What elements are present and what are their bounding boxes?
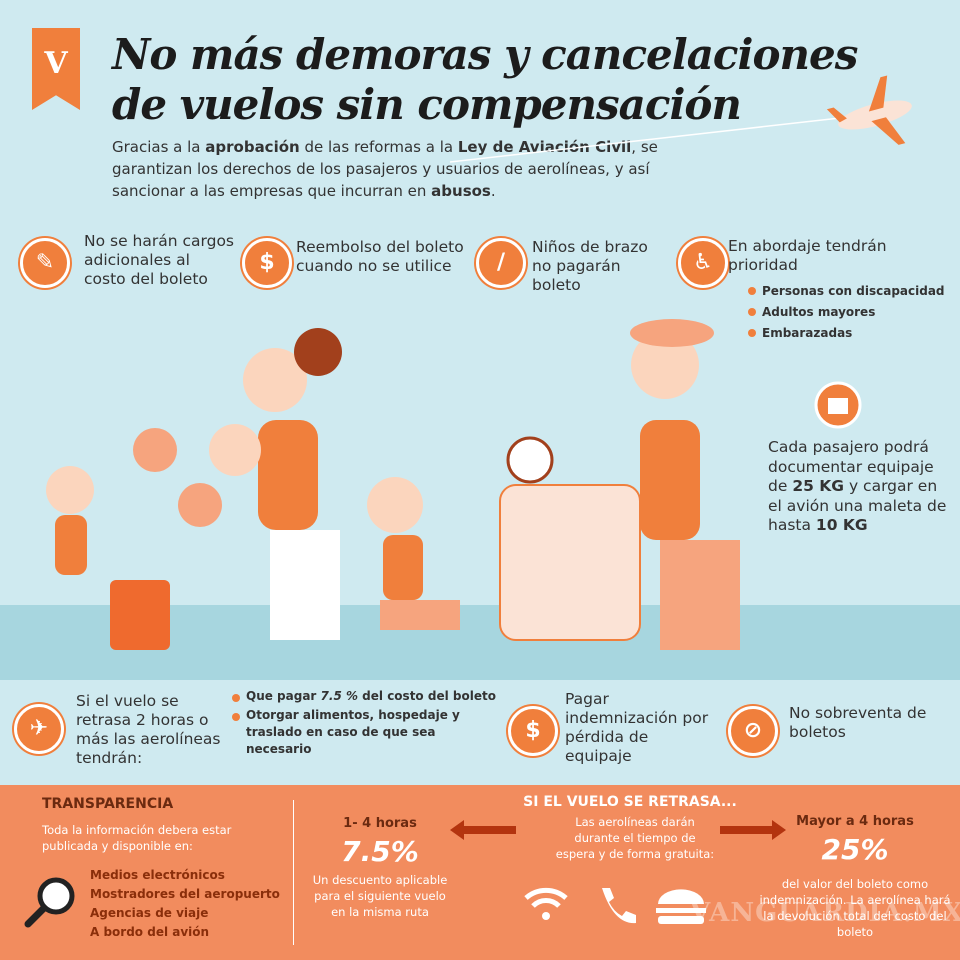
title-line: No más demoras y cancelaciones — [112, 30, 858, 79]
transparency-list: Medios electrónicos Mostradores del aero… — [90, 866, 280, 942]
text: 10 KG — [815, 516, 868, 534]
text: abusos — [431, 182, 491, 200]
title: No más demoras y cancelaciones de vuelos … — [112, 30, 858, 130]
short-text: Un descuento aplicable para el siguiente… — [312, 873, 448, 919]
list-item: A bordo del avión — [90, 925, 210, 939]
text: aprobación — [205, 138, 300, 156]
watermark: VANGUARDIA.MX — [690, 898, 960, 928]
item-text: Niños de brazo no pagarán boleto — [532, 238, 648, 294]
icon: ✈ — [14, 704, 64, 754]
list-item: Embarazadas — [748, 323, 945, 344]
icon: ♿ — [678, 238, 728, 288]
item-text: Si el vuelo se retrasa 2 horas o más las… — [76, 692, 221, 767]
list-item: Que pagar 7.5 % del costo del boleto — [232, 688, 502, 705]
item-text: Pagar indemnización por pérdida de equip… — [565, 690, 709, 765]
text: 7.5 % — [320, 689, 358, 703]
long-label: Mayor a 4 horas — [796, 814, 914, 829]
delay-list: Que pagar 7.5 % del costo del boleto Oto… — [232, 688, 502, 758]
divider — [293, 800, 294, 945]
list-item: Agencias de viaje — [90, 906, 209, 920]
text: , se garantizan los derechos de los pasa… — [112, 138, 658, 200]
text: Ley de Aviación Civil — [457, 138, 632, 156]
service-icons — [524, 887, 706, 924]
list-item: Otorgar alimentos, hospedaje y traslado … — [232, 707, 502, 758]
magnifier-icon — [24, 877, 75, 928]
arrows — [450, 820, 786, 840]
list-item: Personas con discapacidad — [748, 281, 945, 302]
transparency-text: Toda la información debera estar publica… — [42, 823, 232, 853]
icon: $ — [242, 238, 292, 288]
item-text: En abordaje tendrán prioridad — [728, 237, 887, 274]
icon: $ — [508, 706, 558, 756]
list-item: Adultos mayores — [748, 302, 945, 323]
delay-title: SI EL VUELO SE RETRASA... — [523, 794, 737, 810]
plane — [826, 75, 912, 145]
priority-list: Personas con discapacidad Adultos mayore… — [748, 281, 945, 344]
list-item: Medios electrónicos — [90, 868, 225, 882]
long-text: del valor del boleto como indemnización.… — [759, 877, 951, 939]
text: Cada pasajero podrá documentar equipaje … — [768, 438, 934, 495]
text: . — [490, 182, 496, 200]
baggage-icon — [814, 381, 862, 429]
item-text: No se harán cargos adicionales al costo … — [84, 232, 235, 288]
icon: / — [476, 238, 526, 288]
short-value: 7.5% — [341, 835, 419, 868]
text: 25 KG — [792, 477, 845, 495]
icon: ⊘ — [728, 706, 778, 756]
intro: Gracias a la aprobación de las reformas … — [112, 136, 672, 202]
list-item: Mostradores del aeropuerto — [90, 887, 280, 901]
text: Gracias a la — [112, 138, 206, 156]
text: Que pagar — [246, 689, 321, 703]
text: de las reformas a la — [299, 138, 458, 156]
item-text: No sobreventa de boletos — [789, 704, 927, 741]
contrail — [449, 117, 841, 163]
people — [46, 319, 740, 650]
long-value: 25% — [821, 833, 889, 866]
text: y cargar en el avión una maleta de hasta — [768, 477, 947, 534]
short-label: 1- 4 horas — [343, 816, 417, 831]
illustration — [0, 75, 960, 680]
text: del costo del boleto — [358, 689, 496, 703]
middle-text: Las aerolíneas darán durante el tiempo d… — [555, 815, 715, 861]
item-text: Reembolso del boleto cuando no se utilic… — [296, 238, 464, 275]
baggage-text: Cada pasajero podrá documentar equipaje … — [768, 438, 948, 536]
transparency-title: TRANSPARENCIA — [42, 796, 174, 812]
footer — [0, 785, 960, 960]
icon: ✎ — [20, 238, 70, 288]
title-line: de vuelos sin compensación — [112, 80, 742, 129]
